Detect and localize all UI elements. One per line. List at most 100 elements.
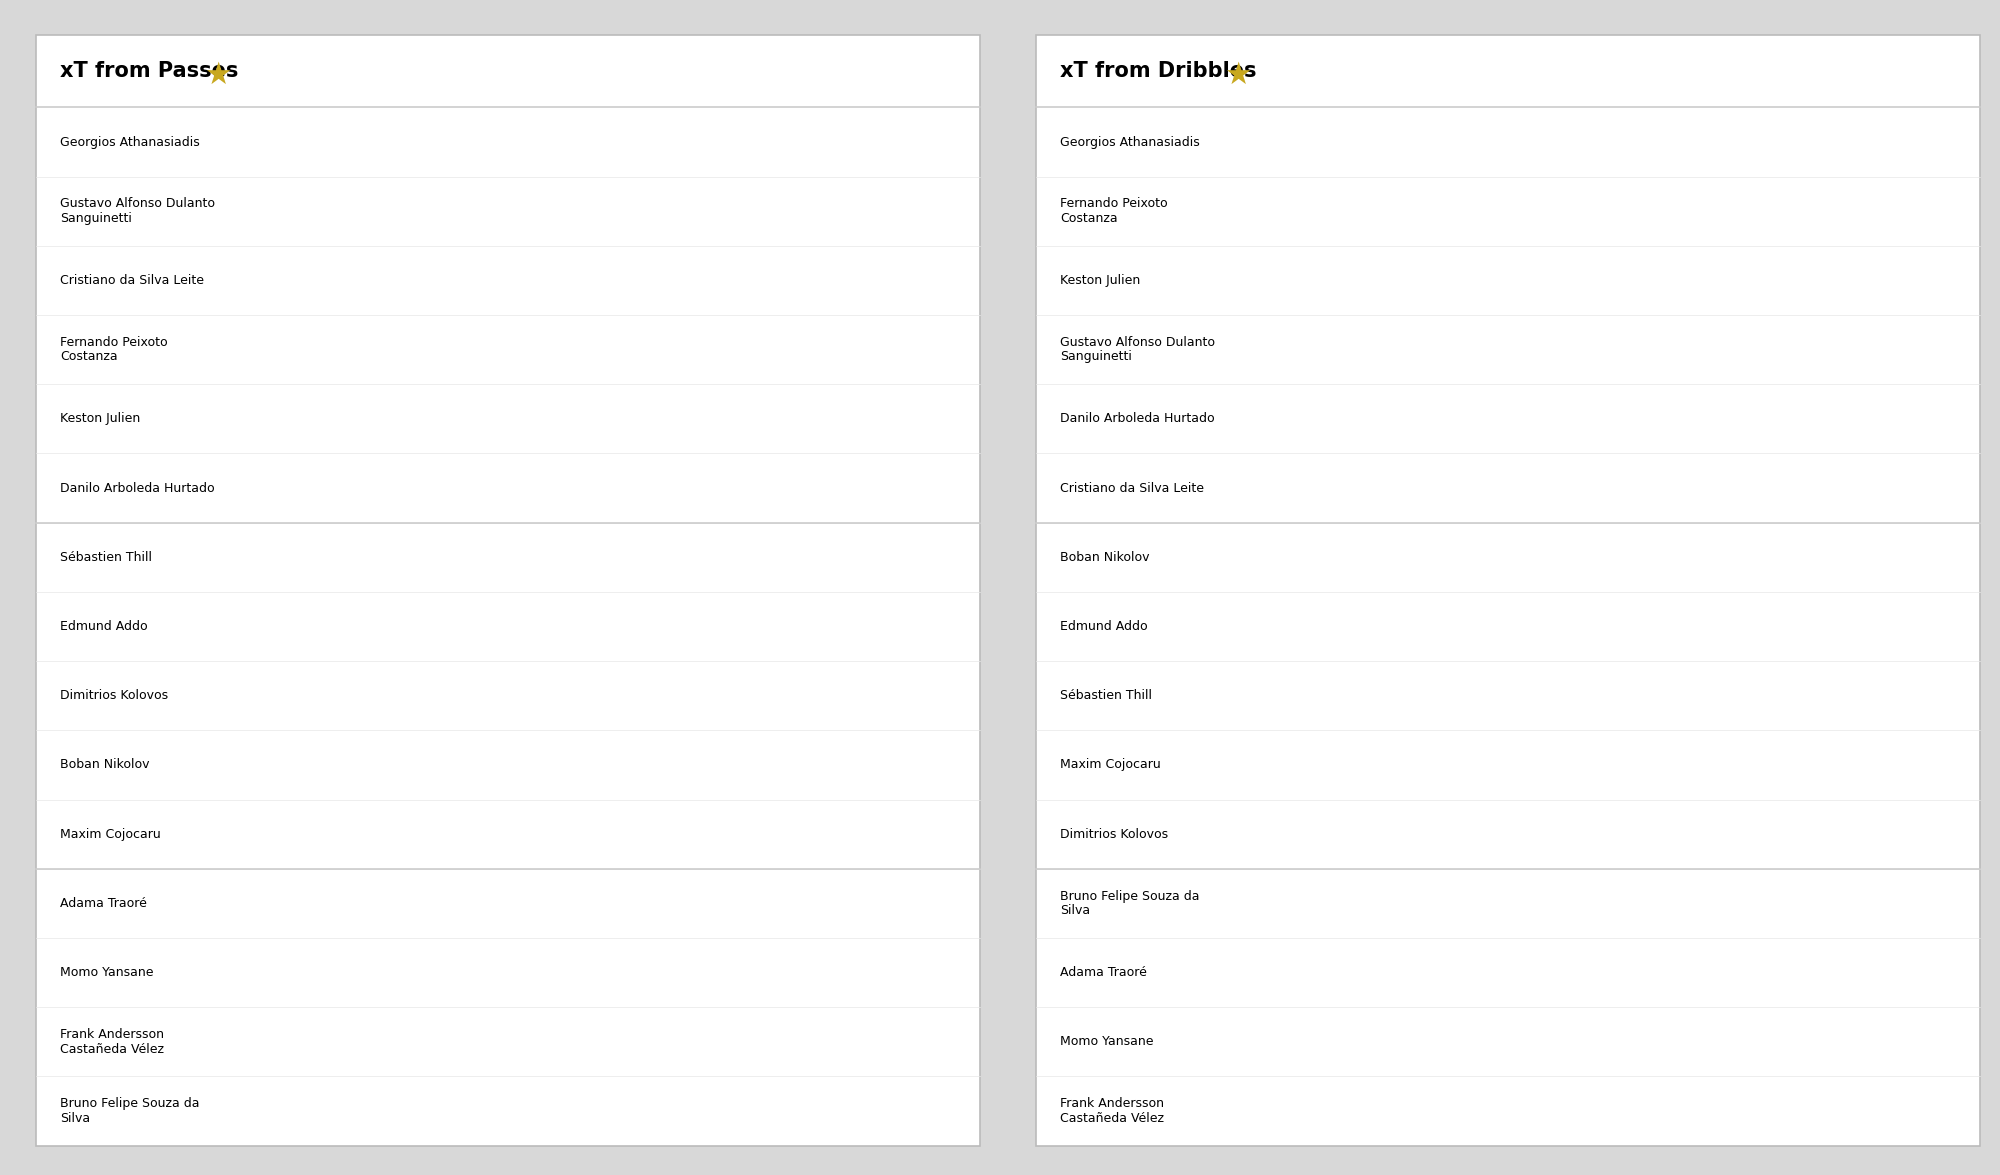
Bar [1550,954,1588,992]
Bar [580,607,644,645]
Text: Keston Julien: Keston Julien [1060,274,1140,287]
Text: Sébastien Thill: Sébastien Thill [60,551,152,564]
Bar [644,1022,704,1061]
Bar [1588,538,1646,577]
Text: 0: 0 [1576,135,1584,148]
Text: Keston Julien: Keston Julien [60,412,140,425]
Text: Momo Yansane: Momo Yansane [60,966,154,979]
Text: 0.01: 0.01 [658,758,686,772]
Bar [644,1092,694,1130]
Bar [644,538,910,577]
Text: 0.05: 0.05 [698,135,726,148]
Bar [610,538,644,577]
Text: 0.06: 0.06 [708,1035,736,1048]
Text: -0.002: -0.002 [1534,620,1576,633]
Bar [644,469,704,508]
Text: -0.022: -0.022 [576,274,618,287]
Bar [644,400,744,438]
Text: 0.08: 0.08 [726,897,756,909]
Text: 0.018: 0.018 [1648,551,1686,564]
Text: Boban Nikolov: Boban Nikolov [60,758,150,772]
Text: 0: 0 [1576,758,1584,772]
Text: -0.012: -0.012 [1502,966,1544,979]
Text: 0: 0 [1576,897,1584,909]
Text: Cristiano da Silva Leite: Cristiano da Silva Leite [60,274,204,287]
Text: 0.018: 0.018 [1648,204,1686,217]
Text: 0.10: 0.10 [746,412,776,425]
Text: Momo Yansane: Momo Yansane [1060,1035,1154,1048]
Bar [580,1092,644,1130]
Text: 0: 0 [1576,690,1584,703]
Text: Bruno Felipe Souza da
Silva: Bruno Felipe Souza da Silva [1060,889,1200,918]
Text: Gustavo Alfonso Dulanto
Sanguinetti: Gustavo Alfonso Dulanto Sanguinetti [60,197,216,224]
Text: Georgios Athanasiadis: Georgios Athanasiadis [60,135,200,148]
Bar [624,261,644,300]
Bar [1588,193,1646,230]
Text: 0.05: 0.05 [698,1104,726,1117]
Text: ★: ★ [1224,60,1250,89]
Text: 0.27: 0.27 [914,551,944,564]
Bar [644,954,714,992]
Text: 0: 0 [1576,412,1584,425]
Bar [644,677,674,714]
Text: 0: 0 [1590,343,1600,356]
Text: Maxim Cojocaru: Maxim Cojocaru [1060,758,1160,772]
Text: Edmund Addo: Edmund Addo [60,620,148,633]
Text: 0.22: 0.22 [864,274,894,287]
Text: 0: 0 [1590,1035,1600,1048]
Text: Georgios Athanasiadis: Georgios Athanasiadis [1060,135,1200,148]
Text: -0.008: -0.008 [590,482,632,495]
Text: 0: 0 [1590,412,1600,425]
Text: 0: 0 [1576,1035,1584,1048]
Text: -0.018: -0.018 [580,412,622,425]
Text: Gustavo Alfonso Dulanto
Sanguinetti: Gustavo Alfonso Dulanto Sanguinetti [1060,336,1216,363]
Bar [644,330,792,369]
Text: -0.001: -0.001 [1538,1104,1580,1117]
Text: Fernando Peixoto
Costanza: Fernando Peixoto Costanza [60,336,168,363]
Bar [1584,1092,1588,1130]
Text: Danilo Arboleda Hurtado: Danilo Arboleda Hurtado [1060,412,1214,425]
Text: 0: 0 [1590,274,1600,287]
Text: Bruno Felipe Souza da
Silva: Bruno Felipe Souza da Silva [60,1097,200,1124]
Bar [630,815,644,853]
Text: 0.11: 0.11 [1934,897,1964,909]
Text: -0.092: -0.092 [506,1035,548,1048]
Bar [608,677,644,714]
Bar [644,746,654,784]
Text: Fernando Peixoto
Costanza: Fernando Peixoto Costanza [1060,197,1168,224]
Bar [644,885,724,922]
Text: 0.001: 0.001 [1594,620,1632,633]
Bar [596,954,644,992]
Text: 0: 0 [1576,482,1584,495]
Bar [644,123,694,161]
Text: Frank Andersson
Castañeda Vélez: Frank Andersson Castañeda Vélez [1060,1097,1164,1124]
Text: Adama Traoré: Adama Traoré [1060,966,1146,979]
Text: 0.03: 0.03 [678,690,706,703]
Bar [640,193,644,230]
Text: Edmund Addo: Edmund Addo [1060,620,1148,633]
Text: 0: 0 [1590,690,1600,703]
Text: -0.036: -0.036 [562,551,604,564]
Text: 0.14: 0.14 [786,620,816,633]
Text: Adama Traoré: Adama Traoré [60,897,146,909]
Text: 0: 0 [1576,343,1584,356]
Text: 0.15: 0.15 [796,343,824,356]
Text: -0.049: -0.049 [548,966,592,979]
Text: Cristiano da Silva Leite: Cristiano da Silva Leite [1060,482,1204,495]
Bar [554,1022,644,1061]
Text: Dimitrios Kolovos: Dimitrios Kolovos [60,690,168,703]
Text: xT from Dribbles: xT from Dribbles [1060,61,1256,81]
Text: 0: 0 [634,135,642,148]
Text: Boban Nikolov: Boban Nikolov [1060,551,1150,564]
Text: 0: 0 [1576,204,1584,217]
Text: Maxim Cojocaru: Maxim Cojocaru [60,827,160,840]
Text: 0: 0 [1576,551,1584,564]
Text: -0.038: -0.038 [560,690,602,703]
Text: 0: 0 [648,827,656,840]
Bar [636,469,644,508]
Bar [612,330,644,369]
Text: 0: 0 [1590,827,1600,840]
Bar [644,261,862,300]
Bar [1588,607,1590,645]
Text: -0.066: -0.066 [532,1104,574,1117]
